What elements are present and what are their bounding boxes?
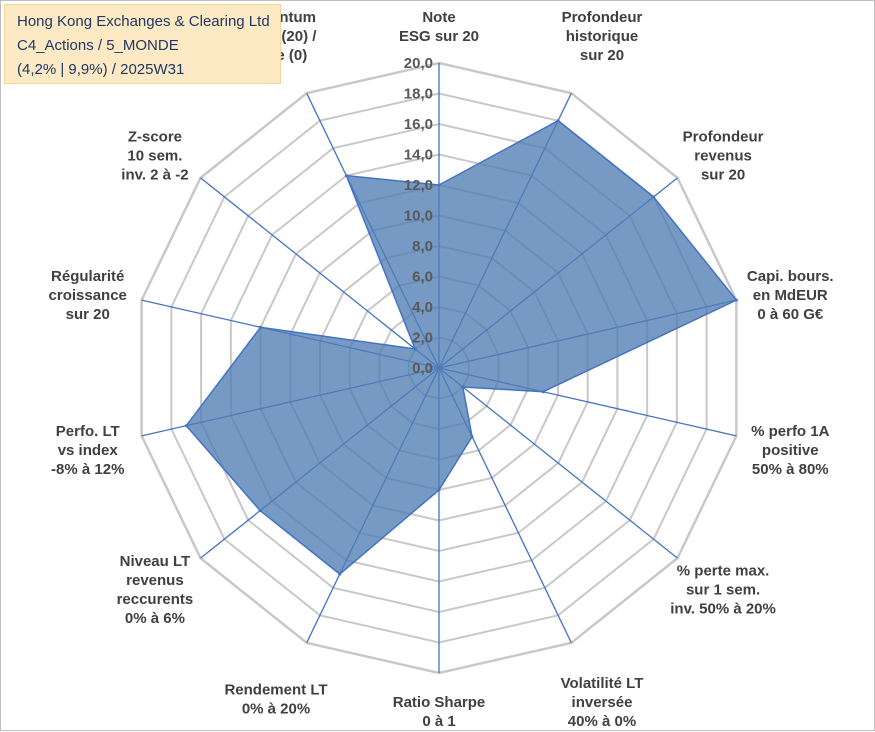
axis-label: Volatilité LT inversée 40% à 0% — [561, 675, 644, 730]
axis-label-line: 0% à 6% — [125, 610, 185, 627]
tick-label: 2,0 — [412, 330, 433, 347]
tick-label: 8,0 — [412, 238, 433, 255]
axis-label-line: revenus — [126, 572, 184, 589]
axis-label-line: ESG sur 20 — [399, 28, 479, 45]
axis-label-line: Ratio Sharpe — [393, 694, 486, 711]
tick-label: 4,0 — [412, 299, 433, 316]
radar-series — [184, 119, 738, 576]
axis-label-line: 10 sem. — [127, 148, 182, 165]
axis-label-line: 0 à 60 G€ — [757, 306, 824, 323]
axis-label-line: inv. 50% à 20% — [670, 600, 776, 617]
tick-label: 14,0 — [404, 147, 433, 164]
axis-label-line: 0 à 1 — [422, 713, 455, 730]
axis-label: Rendement LT 0% à 20% — [224, 682, 327, 718]
axis-label-line: historique — [566, 28, 639, 45]
data-point — [541, 390, 545, 394]
radar-spoke — [438, 367, 678, 559]
axis-label-line: vs index — [58, 442, 119, 459]
axis-label-line: Perfo. LT — [56, 423, 120, 440]
axis-label: Profondeur historique sur 20 — [562, 9, 643, 64]
data-point — [184, 424, 188, 428]
data-point — [461, 385, 465, 389]
axis-label: Z-score 10 sem. inv. 2 à -2 — [121, 129, 188, 184]
axis-label-line: Volatilité LT — [561, 675, 644, 692]
tick-label: 10,0 — [404, 208, 433, 225]
axis-label-line: sur 20 — [701, 167, 745, 184]
chart-title-box: Hong Kong Exchanges & Clearing Ltd C4_Ac… — [4, 4, 281, 84]
radar-axis-labels: Note ESG sur 20 Profondeur historique sur 20… — [49, 9, 834, 730]
axis-label-line: Rendement LT — [224, 682, 327, 699]
axis-label: Niveau LT revenus reccurents 0% à 6% — [117, 553, 194, 627]
tick-label: 20,0 — [404, 55, 433, 72]
axis-label-line: sur 1 sem. — [686, 581, 760, 598]
axis-label-line: % perte max. — [677, 562, 770, 579]
chart-title-company: Hong Kong Exchanges & Clearing Ltd — [17, 13, 270, 30]
axis-label-line: croissance — [49, 287, 127, 304]
data-point — [413, 347, 417, 351]
data-point — [470, 435, 474, 439]
axis-label-line: 50% à 80% — [752, 461, 829, 478]
axis-label: % perfo 1A positive 50% à 80% — [751, 423, 830, 478]
series-area — [185, 119, 738, 576]
radar-spoke — [200, 177, 440, 369]
data-point — [652, 195, 656, 199]
axis-label-line: % perfo 1A — [751, 423, 830, 440]
axis-label: Capi. bours. en MdEUR 0 à 60 G€ — [747, 268, 834, 323]
chart-title-category: C4_Actions / 5_MONDE — [17, 37, 179, 54]
axis-label-line: Profondeur — [683, 129, 764, 146]
chart-title-period: (4,2% | 9,9%) / 2025W31 — [17, 61, 185, 78]
tick-label: 18,0 — [404, 86, 433, 103]
axis-label-line: Capi. bours. — [747, 268, 834, 285]
axis-label-line: reccurents — [117, 591, 194, 608]
data-point — [437, 488, 441, 492]
axis-label: Profondeur revenus sur 20 — [683, 129, 764, 184]
radar-tick-labels: 0,0 2,0 4,0 6,0 8,0 10,0 12,0 14,0 16,0 18,0 20,0 — [404, 55, 433, 377]
data-point — [556, 119, 560, 123]
axis-label-line: 0% à 20% — [242, 701, 310, 718]
data-point — [437, 183, 441, 187]
data-point — [338, 572, 342, 576]
axis-label: Régularité croissance sur 20 — [49, 268, 127, 323]
tick-label: 6,0 — [412, 269, 433, 286]
axis-label-line: Profondeur — [562, 9, 643, 26]
axis-label: Ratio Sharpe 0 à 1 — [393, 694, 486, 730]
axis-label-line: Note — [422, 9, 455, 26]
axis-label-line: -8% à 12% — [51, 461, 124, 478]
axis-label: Note ESG sur 20 — [399, 9, 479, 45]
axis-label-line: Niveau LT — [120, 553, 191, 570]
axis-label-line: revenus — [694, 148, 752, 165]
data-point — [259, 325, 263, 329]
data-point — [344, 174, 348, 178]
axis-label: % perte max. sur 1 sem. inv. 50% à 20% — [670, 562, 776, 617]
axis-label-line: Régularité — [51, 268, 124, 285]
axis-label-line: sur 20 — [66, 306, 110, 323]
axis-label-line: Z-score — [128, 129, 182, 146]
axis-label-line: en MdEUR — [753, 287, 828, 304]
data-point — [734, 298, 738, 302]
data-point — [258, 509, 262, 513]
axis-label-line: positive — [762, 442, 819, 459]
tick-label: 0,0 — [412, 360, 433, 377]
axis-label-line: inversée — [572, 694, 633, 711]
axis-label-line: 40% à 0% — [568, 713, 636, 730]
tick-label: 12,0 — [404, 177, 433, 194]
axis-label-line: sur 20 — [580, 47, 624, 64]
axis-label-line: inv. 2 à -2 — [121, 167, 188, 184]
tick-label: 16,0 — [404, 116, 433, 133]
axis-label: Perfo. LT vs index -8% à 12% — [51, 423, 124, 478]
